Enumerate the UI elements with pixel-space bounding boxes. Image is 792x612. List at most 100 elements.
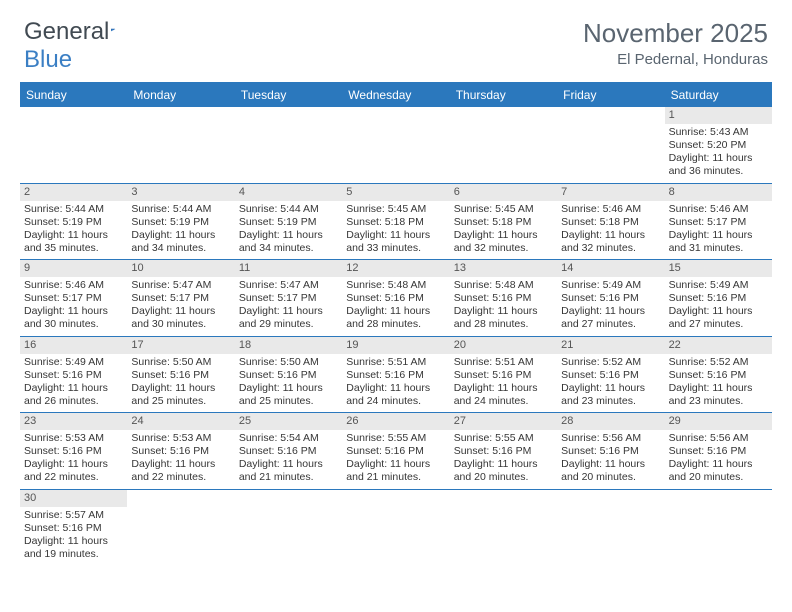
sunset-text: Sunset: 5:16 PM	[669, 369, 768, 382]
calendar: Sunday Monday Tuesday Wednesday Thursday…	[20, 82, 772, 565]
sunset-text: Sunset: 5:16 PM	[669, 445, 768, 458]
calendar-cell: 15Sunrise: 5:49 AMSunset: 5:16 PMDayligh…	[665, 260, 772, 336]
calendar-cell	[20, 107, 127, 183]
sunrise-text: Sunrise: 5:56 AM	[669, 432, 768, 445]
day-header: Sunday	[20, 84, 127, 107]
day-number: 19	[342, 337, 449, 354]
sunset-text: Sunset: 5:16 PM	[346, 445, 445, 458]
sunrise-text: Sunrise: 5:44 AM	[239, 203, 338, 216]
sunset-text: Sunset: 5:16 PM	[454, 369, 553, 382]
daylight-text: Daylight: 11 hours and 33 minutes.	[346, 229, 445, 255]
daylight-text: Daylight: 11 hours and 20 minutes.	[669, 458, 768, 484]
sunrise-text: Sunrise: 5:43 AM	[669, 126, 768, 139]
logo: General	[24, 18, 137, 46]
day-body: Sunrise: 5:48 AMSunset: 5:16 PMDaylight:…	[342, 277, 449, 336]
day-number: 20	[450, 337, 557, 354]
calendar-week: 9Sunrise: 5:46 AMSunset: 5:17 PMDaylight…	[20, 260, 772, 337]
day-number: 14	[557, 260, 664, 277]
day-body: Sunrise: 5:51 AMSunset: 5:16 PMDaylight:…	[342, 354, 449, 413]
day-header: Saturday	[665, 84, 772, 107]
daylight-text: Daylight: 11 hours and 27 minutes.	[561, 305, 660, 331]
daylight-text: Daylight: 11 hours and 24 minutes.	[346, 382, 445, 408]
calendar-body: 1 Sunrise: 5:43 AMSunset: 5:20 PM Daylight…	[20, 107, 772, 565]
day-body: Sunrise: 5:53 AMSunset: 5:16 PMDaylight:…	[20, 430, 127, 489]
day-number: 27	[450, 413, 557, 430]
calendar-cell: 18Sunrise: 5:50 AMSunset: 5:16 PMDayligh…	[235, 337, 342, 413]
calendar-cell: 14Sunrise: 5:49 AMSunset: 5:16 PMDayligh…	[557, 260, 664, 336]
sunrise-text: Sunrise: 5:52 AM	[561, 356, 660, 369]
day-number: 17	[127, 337, 234, 354]
day-number: 23	[20, 413, 127, 430]
day-body: Sunrise: 5:46 AMSunset: 5:17 PMDaylight:…	[665, 201, 772, 260]
calendar-cell	[235, 490, 342, 566]
header: General November 2025 El Pedernal, Hondu…	[0, 0, 792, 74]
calendar-cell: 28Sunrise: 5:56 AMSunset: 5:16 PMDayligh…	[557, 413, 664, 489]
day-header: Wednesday	[342, 84, 449, 107]
day-number: 21	[557, 337, 664, 354]
sunrise-text: Sunrise: 5:50 AM	[239, 356, 338, 369]
calendar-cell	[450, 107, 557, 183]
sunrise-text: Sunrise: 5:55 AM	[346, 432, 445, 445]
daylight-text: Daylight: 11 hours and 27 minutes.	[669, 305, 768, 331]
day-number: 16	[20, 337, 127, 354]
day-number: 29	[665, 413, 772, 430]
sunrise-text: Sunrise: 5:55 AM	[454, 432, 553, 445]
calendar-cell	[127, 490, 234, 566]
calendar-cell: 13Sunrise: 5:48 AMSunset: 5:16 PMDayligh…	[450, 260, 557, 336]
calendar-cell: 27Sunrise: 5:55 AMSunset: 5:16 PMDayligh…	[450, 413, 557, 489]
sunset-text: Sunset: 5:16 PM	[454, 445, 553, 458]
calendar-week: 16Sunrise: 5:49 AMSunset: 5:16 PMDayligh…	[20, 337, 772, 414]
sunset-text: Sunset: 5:18 PM	[454, 216, 553, 229]
calendar-cell: 25Sunrise: 5:54 AMSunset: 5:16 PMDayligh…	[235, 413, 342, 489]
calendar-cell	[557, 490, 664, 566]
calendar-cell: 9Sunrise: 5:46 AMSunset: 5:17 PMDaylight…	[20, 260, 127, 336]
sunrise-text: Sunrise: 5:45 AM	[454, 203, 553, 216]
daylight-text: Daylight: 11 hours and 30 minutes.	[24, 305, 123, 331]
sunset-text: Sunset: 5:16 PM	[239, 369, 338, 382]
sunrise-text: Sunrise: 5:47 AM	[131, 279, 230, 292]
daylight-text: Daylight: 11 hours and 24 minutes.	[454, 382, 553, 408]
day-body: Sunrise: 5:45 AMSunset: 5:18 PMDaylight:…	[450, 201, 557, 260]
calendar-cell: 10Sunrise: 5:47 AMSunset: 5:17 PMDayligh…	[127, 260, 234, 336]
calendar-cell: 11Sunrise: 5:47 AMSunset: 5:17 PMDayligh…	[235, 260, 342, 336]
day-number: 15	[665, 260, 772, 277]
calendar-cell: 24Sunrise: 5:53 AMSunset: 5:16 PMDayligh…	[127, 413, 234, 489]
daylight-text: Daylight: 11 hours and 23 minutes.	[561, 382, 660, 408]
sunset-text: Sunset: 5:18 PM	[346, 216, 445, 229]
sunrise-text: Sunrise: 5:57 AM	[24, 509, 123, 522]
logo-text-blue: Blue	[24, 46, 72, 74]
calendar-cell: 8Sunrise: 5:46 AMSunset: 5:17 PMDaylight…	[665, 184, 772, 260]
sunrise-text: Sunrise: 5:49 AM	[669, 279, 768, 292]
sunrise-text: Sunrise: 5:53 AM	[24, 432, 123, 445]
calendar-cell	[557, 107, 664, 183]
calendar-cell: 21 Sunrise: 5:52 AMSunset: 5:16 PMDayligh…	[557, 337, 664, 413]
sunset-text: Sunset: 5:16 PM	[561, 445, 660, 458]
calendar-cell: 6Sunrise: 5:45 AMSunset: 5:18 PMDaylight…	[450, 184, 557, 260]
daylight-text: Daylight: 11 hours and 20 minutes.	[561, 458, 660, 484]
day-number: 1	[665, 107, 772, 124]
sunset-text: Sunset: 5:20 PM	[669, 139, 768, 152]
sunrise-text: Sunrise: 5:54 AM	[239, 432, 338, 445]
sunset-text: Sunset: 5:19 PM	[24, 216, 123, 229]
calendar-cell: 26Sunrise: 5:55 AMSunset: 5:16 PMDayligh…	[342, 413, 449, 489]
day-body: Sunrise: 5:49 AMSunset: 5:16 PMDaylight:…	[557, 277, 664, 336]
day-number: 26	[342, 413, 449, 430]
day-body: Sunrise: 5:55 AMSunset: 5:16 PMDaylight:…	[450, 430, 557, 489]
calendar-cell: 20Sunrise: 5:51 AMSunset: 5:16 PMDayligh…	[450, 337, 557, 413]
calendar-week: 1Sunrise: 5:43 AMSunset: 5:20 PMDaylight…	[20, 107, 772, 184]
day-number: 12	[342, 260, 449, 277]
day-body: Sunrise: 5:55 AMSunset: 5:16 PMDaylight:…	[342, 430, 449, 489]
calendar-cell	[342, 107, 449, 183]
day-body: Sunrise: 5:51 AMSunset: 5:16 PMDaylight:…	[450, 354, 557, 413]
day-number: 7	[557, 184, 664, 201]
sunset-text: Sunset: 5:16 PM	[24, 369, 123, 382]
sunset-text: Sunset: 5:16 PM	[239, 445, 338, 458]
daylight-text: Daylight: 11 hours and 25 minutes.	[239, 382, 338, 408]
sunset-text: Sunset: 5:16 PM	[561, 369, 660, 382]
day-body: Sunrise: 5:56 AMSunset: 5:16 PMDaylight:…	[557, 430, 664, 489]
daylight-text: Daylight: 11 hours and 22 minutes.	[131, 458, 230, 484]
calendar-cell: 30Sunrise: 5:57 AMSunset: 5:16 PMDayligh…	[20, 490, 127, 566]
sunrise-text: Sunrise: 5:49 AM	[561, 279, 660, 292]
sunrise-text: Sunrise: 5:45 AM	[346, 203, 445, 216]
calendar-week: 23Sunrise: 5:53 AMSunset: 5:16 PMDayligh…	[20, 413, 772, 490]
